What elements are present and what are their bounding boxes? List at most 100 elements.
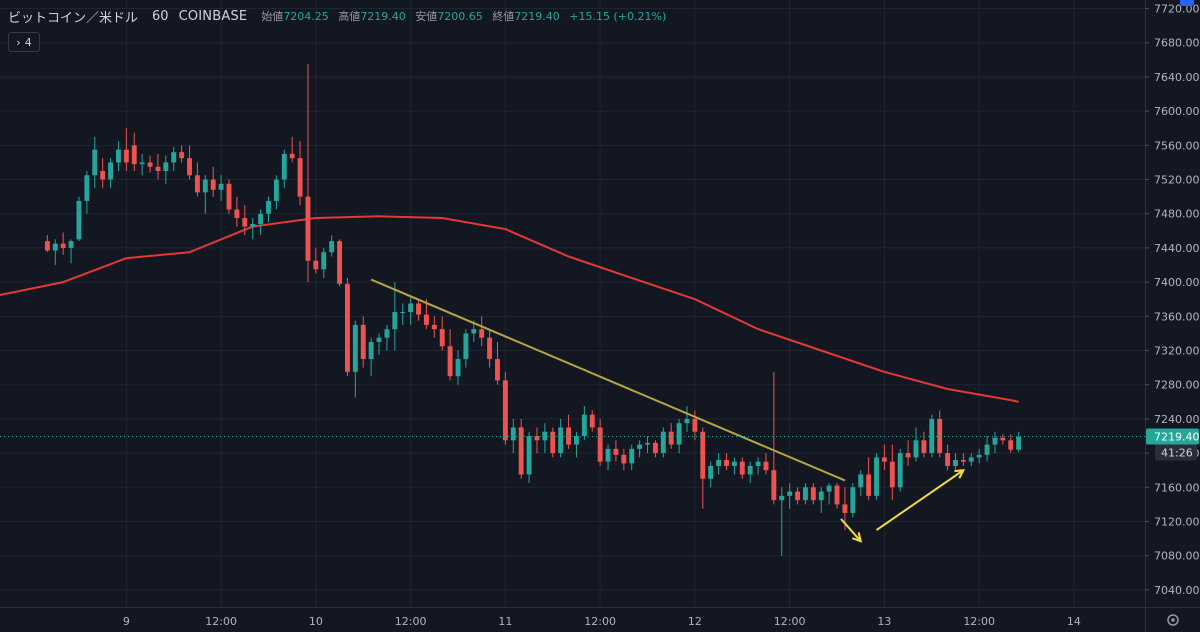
countdown-value: 41:26 xyxy=(1161,447,1193,460)
candle-down xyxy=(589,414,595,428)
candle-down xyxy=(739,461,745,475)
candle-down xyxy=(668,431,674,445)
candle-down xyxy=(763,461,769,471)
moving-average-line xyxy=(0,215,1019,403)
price-tick-label: 7360.00 xyxy=(1154,310,1200,323)
chevron-right-icon: › xyxy=(16,35,21,49)
candle-up xyxy=(874,457,879,496)
candle-down xyxy=(345,283,350,372)
candle-up xyxy=(637,444,643,449)
candle-down xyxy=(431,324,437,330)
price-tick-label: 7240.00 xyxy=(1154,413,1200,426)
price-tag-value: 7219.40 xyxy=(1154,431,1200,444)
candle-up xyxy=(84,175,90,201)
candle-up xyxy=(76,200,82,240)
candle-up xyxy=(368,341,374,360)
candle-up xyxy=(779,495,785,501)
interval-label[interactable]: 60 xyxy=(152,8,169,24)
candle-up xyxy=(629,448,635,464)
candle-up xyxy=(202,179,208,193)
candle-up xyxy=(605,448,611,462)
price-tick-label: 7120.00 xyxy=(1154,516,1200,529)
candle-up xyxy=(139,162,145,165)
time-tick-label: 12:00 xyxy=(774,615,806,628)
candle-up xyxy=(171,152,177,163)
time-tick-label: 12:00 xyxy=(963,615,995,628)
open-value: 7204.25 xyxy=(283,10,329,23)
candle-down xyxy=(945,453,951,466)
candle-up xyxy=(826,485,832,492)
candle-up xyxy=(258,213,264,224)
candle-down xyxy=(795,491,800,501)
change-value: +15.15 (+0.21%) xyxy=(569,10,667,23)
time-tick-label: 11 xyxy=(498,615,512,628)
price-tag xyxy=(1146,428,1199,445)
candle-up xyxy=(953,459,958,466)
candle-down xyxy=(834,485,840,505)
candle-down xyxy=(305,196,311,261)
arrow-head xyxy=(954,469,966,479)
candle-down xyxy=(123,149,129,163)
candle-down xyxy=(534,436,540,441)
candle-up xyxy=(708,465,714,479)
candle-down xyxy=(771,470,777,501)
low-value: 7200.65 xyxy=(437,10,483,23)
candle-up xyxy=(116,149,121,163)
candle-down xyxy=(550,431,556,454)
candle-up xyxy=(747,465,753,475)
arrow-head xyxy=(851,532,863,543)
candle-down xyxy=(1000,437,1006,441)
candle-down xyxy=(155,166,161,171)
candle-down xyxy=(692,418,698,432)
countdown-tag xyxy=(1155,444,1197,461)
candle-down xyxy=(881,457,887,462)
candle-up xyxy=(376,337,382,342)
price-tick-label: 7680.00 xyxy=(1154,37,1200,50)
settings-icon[interactable] xyxy=(1167,614,1179,626)
candle-down xyxy=(1008,440,1014,450)
trend-line xyxy=(370,278,846,482)
candle-up xyxy=(68,241,74,248)
close-value: 7219.40 xyxy=(514,10,560,23)
candle-up xyxy=(250,223,256,227)
time-tick-label: 12:00 xyxy=(395,615,427,628)
candle-up xyxy=(858,474,864,488)
candle-up xyxy=(273,179,279,201)
candle-up xyxy=(463,333,469,360)
price-tick-label: 7400.00 xyxy=(1154,276,1200,289)
candle-up xyxy=(660,431,666,454)
candle-down xyxy=(889,461,895,488)
candle-down xyxy=(960,459,966,462)
candle-down xyxy=(518,427,524,475)
candle-up xyxy=(574,436,579,445)
candle-up xyxy=(163,162,169,171)
candle-up xyxy=(455,359,461,377)
candle-down xyxy=(866,474,872,496)
candle-down xyxy=(226,183,232,210)
candle-down xyxy=(613,448,619,455)
corner-marker xyxy=(1180,0,1194,6)
symbol-name[interactable]: ビットコイン／米ドル xyxy=(8,10,139,26)
candle-up xyxy=(92,149,98,176)
candle-down xyxy=(210,179,216,190)
candle-up xyxy=(803,487,808,501)
price-tick-label: 7640.00 xyxy=(1154,71,1200,84)
candle-up xyxy=(510,427,516,441)
candle-down xyxy=(242,218,248,227)
collapse-indicators-button[interactable]: › 4 xyxy=(8,32,40,52)
candle-down xyxy=(937,418,943,454)
candle-up xyxy=(984,444,990,455)
indicator-count: 4 xyxy=(24,35,32,49)
candle-down xyxy=(597,427,603,462)
candle-down xyxy=(810,487,816,501)
price-tick-label: 7480.00 xyxy=(1154,208,1200,221)
candle-down xyxy=(131,145,137,165)
candle-up xyxy=(384,329,390,338)
candle-down xyxy=(487,337,493,360)
candle-up xyxy=(392,312,398,330)
price-tick-label: 7440.00 xyxy=(1154,242,1200,255)
candle-up xyxy=(108,162,113,180)
candle-up xyxy=(818,491,824,501)
price-tick-label: 7600.00 xyxy=(1154,105,1200,118)
